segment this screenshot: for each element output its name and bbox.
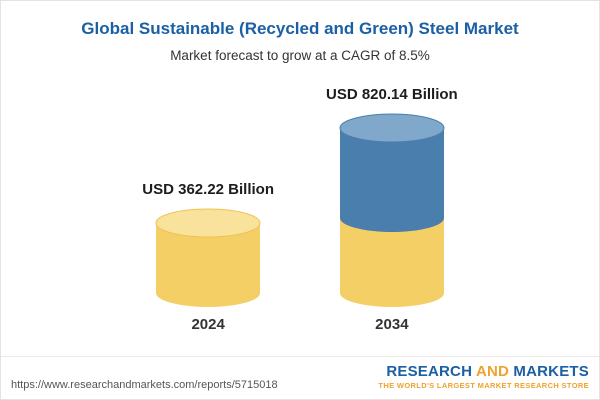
report-url: https://www.researchandmarkets.com/repor…: [11, 379, 278, 391]
footer: https://www.researchandmarkets.com/repor…: [1, 356, 599, 399]
logo-tagline: THE WORLD'S LARGEST MARKET RESEARCH STOR…: [378, 381, 589, 391]
bar-2024-year-label: 2024: [191, 316, 225, 333]
bar-2024-value-label: USD 362.22 Billion: [142, 181, 274, 198]
bar-2034-cylinder: [339, 113, 445, 307]
bar-2034-value-label: USD 820.14 Billion: [326, 86, 458, 103]
research-and-markets-logo: RESEARCH AND MARKETS THE WORLD'S LARGEST…: [378, 363, 589, 391]
logo-word-and: AND: [475, 363, 510, 381]
chart-subtitle: Market forecast to grow at a CAGR of 8.5…: [170, 48, 430, 63]
logo-wordmark: RESEARCH AND MARKETS: [378, 363, 589, 380]
bar-group-2034: USD 820.14 Billion 2034: [326, 86, 458, 333]
logo-word-markets: MARKETS: [513, 363, 589, 381]
bar-2024-cylinder: [155, 208, 261, 307]
chart-title: Global Sustainable (Recycled and Green) …: [81, 19, 519, 38]
bar-2034-year-label: 2034: [375, 316, 409, 333]
bar-group-2024: USD 362.22 Billion 2024: [142, 181, 274, 333]
chart-area: USD 362.22 Billion 2024 USD 820.14 Billi…: [1, 81, 599, 333]
logo-word-research: RESEARCH: [386, 363, 473, 381]
